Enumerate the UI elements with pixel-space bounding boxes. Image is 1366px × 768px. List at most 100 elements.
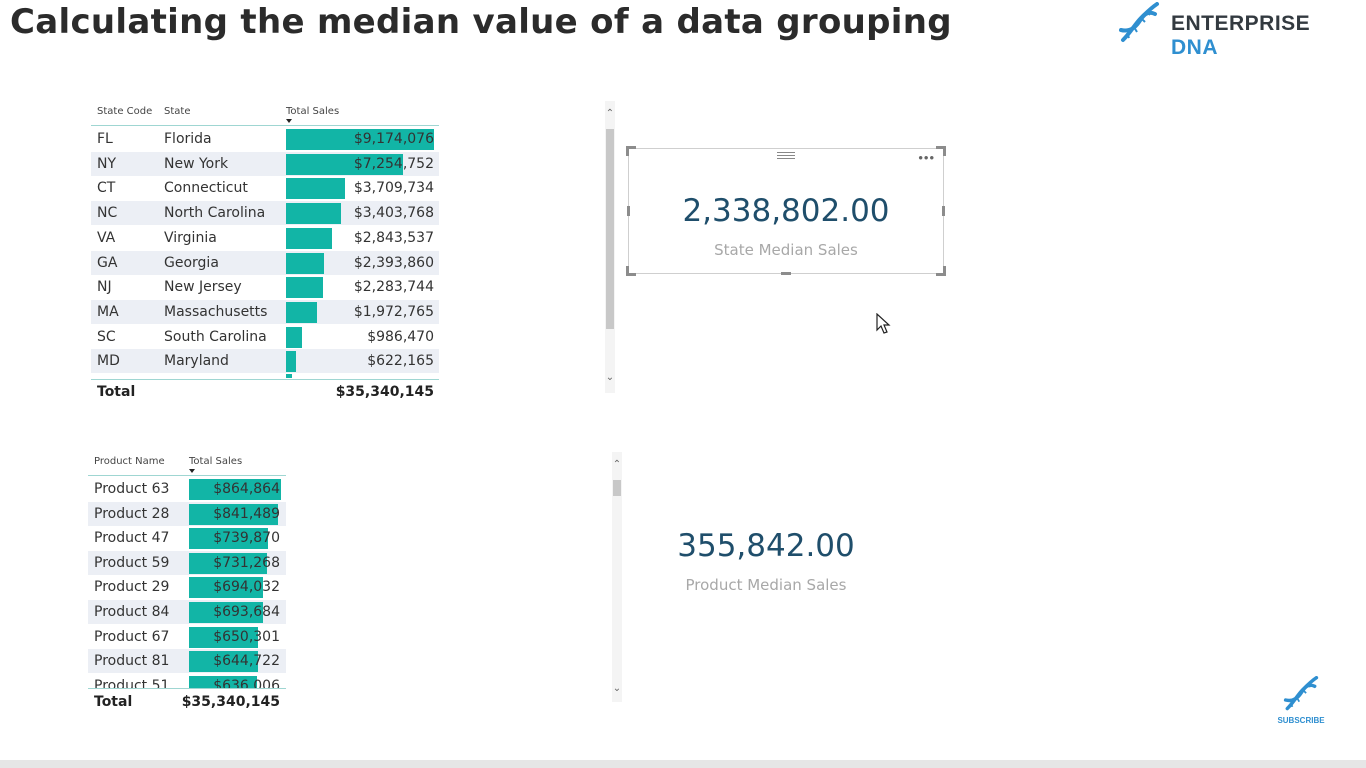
table-row[interactable]: NC North Carolina $3,403,768	[91, 201, 439, 226]
total-label: Total	[94, 694, 133, 710]
total-sales-cell: $3,709,734	[353, 180, 434, 197]
sales-data-bar	[286, 129, 434, 150]
product-table-scrollbar[interactable]: ⌃ ⌄	[612, 452, 622, 702]
mouse-cursor-icon	[876, 313, 891, 334]
total-sales-cell: $694,032	[213, 579, 280, 596]
resize-handle-top-right[interactable]	[936, 146, 946, 149]
total-sales-cell: $986,470	[367, 328, 434, 345]
state-code-cell: SC	[97, 328, 116, 345]
sales-data-bar	[189, 577, 263, 599]
table-row[interactable]: FL Florida $9,174,076	[91, 127, 439, 151]
state-median-card[interactable]: ••• 2,338,802.00 State Median Sales	[626, 146, 946, 276]
table-row[interactable]: Product 84 $693,684	[88, 600, 286, 624]
total-sales-cell: $636,006	[213, 677, 280, 689]
table-row[interactable]: MD Maryland $622,165	[91, 349, 439, 374]
table-row[interactable]: Product 59 $731,268	[88, 550, 286, 575]
drag-grip-icon[interactable]	[777, 150, 795, 160]
state-name-cell: Massachusetts	[164, 303, 268, 320]
column-header-total-sales[interactable]: Total Sales	[189, 456, 243, 467]
state-code-cell: FL	[97, 131, 113, 147]
resize-handle-bottom-right-v[interactable]	[943, 266, 946, 276]
state-name-cell: Florida	[164, 131, 212, 147]
bottom-border	[0, 760, 1366, 768]
total-sales-cell: $622,165	[367, 353, 434, 370]
state-name-cell: New Jersey	[164, 279, 242, 296]
table-row[interactable]: Product 67 $650,301	[88, 625, 286, 649]
scroll-up-icon[interactable]: ⌃	[605, 108, 615, 119]
column-header-state[interactable]: State	[164, 106, 191, 117]
table-row[interactable]: NY New York $7,254,752	[91, 151, 439, 176]
total-label: Total	[97, 384, 136, 400]
resize-handle-top-right-v[interactable]	[943, 146, 946, 156]
state-name-cell: South Carolina	[164, 328, 267, 345]
product-median-value: 355,842.00	[677, 528, 855, 564]
sales-data-bar	[189, 503, 279, 525]
column-header-state-code[interactable]: State Code	[97, 106, 153, 117]
product-name-cell: Product 81	[94, 653, 170, 670]
table-row[interactable]: GA Georgia $2,393,860	[91, 250, 439, 275]
total-sales-cell: $644,722	[213, 653, 280, 670]
total-sales-cell: $1,972,765	[353, 303, 434, 320]
sales-data-bar	[286, 252, 325, 274]
state-name-cell: Maryland	[164, 353, 229, 370]
table-row[interactable]: Product 51 $636,006	[88, 674, 286, 689]
table-row[interactable]: MA Massachusetts $1,972,765	[91, 299, 439, 324]
scroll-down-icon[interactable]: ⌄	[612, 683, 622, 694]
total-sales-cell: $2,283,744	[353, 279, 434, 296]
table-row[interactable]: Product 63 $864,864	[88, 477, 286, 501]
table-row[interactable]: Product 81 $644,722	[88, 649, 286, 674]
sales-data-bar	[189, 626, 258, 648]
total-sales-cell: $2,843,537	[353, 229, 434, 246]
table-row[interactable]: Product 47 $739,870	[88, 526, 286, 550]
product-name-cell: Product 84	[94, 604, 170, 620]
sales-data-bar	[286, 326, 303, 348]
scroll-up-icon[interactable]: ⌃	[612, 459, 622, 470]
table-row[interactable]: VA Virginia $2,843,537	[91, 226, 439, 250]
column-header-product-name[interactable]: Product Name	[94, 456, 165, 467]
state-code-cell: GA	[97, 254, 118, 271]
product-name-cell: Product 51	[94, 677, 170, 689]
sales-data-bar	[286, 374, 292, 378]
table-row[interactable]: CT Connecticut $3,709,734	[91, 176, 439, 200]
resize-handle-left[interactable]	[627, 206, 630, 216]
sales-data-bar	[189, 479, 281, 500]
table-row[interactable]: NJ New Jersey $2,283,744	[91, 275, 439, 299]
scroll-down-icon[interactable]: ⌄	[605, 372, 615, 383]
resize-handle-top-left-v[interactable]	[626, 146, 629, 156]
sales-data-bar	[189, 602, 263, 623]
subscribe-badge[interactable]: SUBSCRIBE	[1270, 676, 1332, 728]
state-code-cell: MA	[97, 303, 119, 320]
state-code-cell: CT	[97, 180, 116, 197]
state-code-cell: NJ	[97, 279, 112, 296]
resize-handle-bottom-left-v[interactable]	[626, 266, 629, 276]
sales-data-bar	[286, 203, 341, 225]
resize-handle-bottom[interactable]	[781, 272, 791, 275]
state-sales-table[interactable]: State Code State Total Sales FL Florida $9…	[91, 100, 439, 405]
product-name-cell: Product 47	[94, 530, 170, 547]
total-sales-cell: $731,268	[213, 554, 280, 571]
state-table-scrollbar[interactable]: ⌃ ⌄	[605, 101, 615, 393]
scrollbar-thumb[interactable]	[606, 129, 614, 329]
scrollbar-thumb[interactable]	[613, 480, 621, 496]
product-name-cell: Product 63	[94, 481, 170, 497]
state-median-value: 2,338,802.00	[682, 193, 890, 229]
more-options-icon[interactable]: •••	[918, 150, 935, 165]
sales-data-bar	[189, 552, 268, 574]
table-row[interactable]: Product 29 $694,032	[88, 575, 286, 599]
sort-descending-icon	[189, 469, 195, 473]
resize-handle-right[interactable]	[942, 206, 945, 216]
resize-handle-bottom-left[interactable]	[626, 273, 636, 276]
sales-data-bar	[286, 227, 332, 249]
product-median-card[interactable]: 355,842.00 Product Median Sales	[630, 520, 902, 610]
resize-handle-bottom-right[interactable]	[936, 273, 946, 276]
resize-handle-top-left[interactable]	[626, 146, 636, 149]
product-name-cell: Product 29	[94, 579, 170, 596]
total-divider	[88, 688, 286, 689]
state-code-cell: NY	[97, 155, 117, 172]
table-row[interactable]: Product 28 $841,489	[88, 501, 286, 526]
state-name-cell: Georgia	[164, 254, 219, 271]
state-name-cell: North Carolina	[164, 205, 266, 222]
product-sales-table[interactable]: Product Name Total Sales Product 63 $864,…	[88, 450, 286, 715]
table-row[interactable]: SC South Carolina $986,470	[91, 325, 439, 349]
column-header-total-sales[interactable]: Total Sales	[286, 106, 340, 117]
